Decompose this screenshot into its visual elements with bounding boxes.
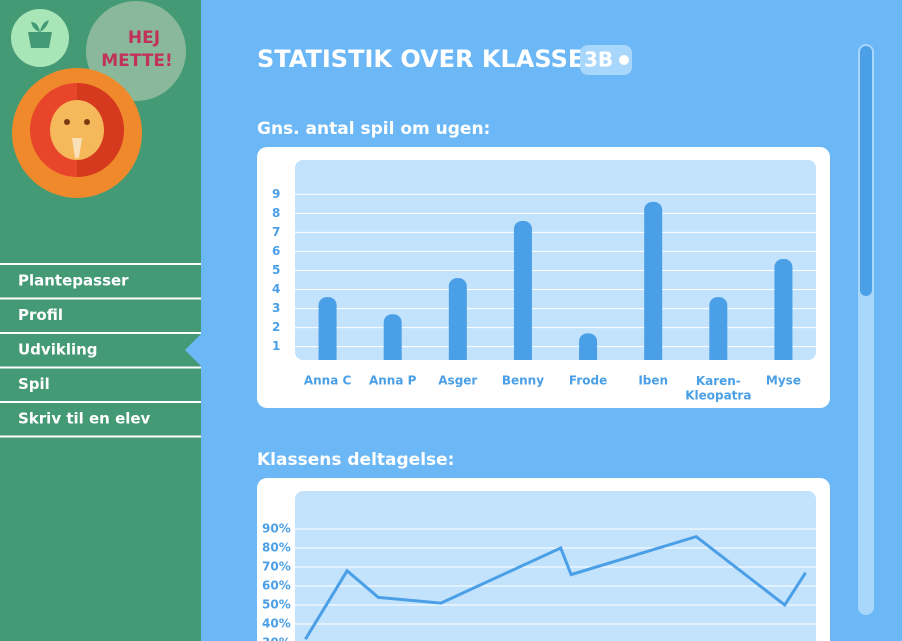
page-title: STATISTIK OVER KLASSE: <box>257 45 594 73</box>
avatar-face <box>50 100 104 160</box>
y-tick-label: 80% <box>262 541 291 555</box>
bar <box>383 314 402 360</box>
chart-title: Klassens deltagelse: <box>257 450 454 470</box>
scrollbar-thumb[interactable] <box>860 46 872 296</box>
nav-item[interactable]: Profil <box>18 306 63 324</box>
plot-area <box>295 160 816 360</box>
badge-dot <box>619 55 629 65</box>
y-tick-label: 70% <box>262 560 291 574</box>
avatar-eye <box>84 119 90 125</box>
logo-pot <box>28 32 52 48</box>
x-tick-label: Frode <box>569 374 607 388</box>
x-tick-label: Anna P <box>369 374 417 388</box>
nav-item[interactable]: Skriv til en elev <box>18 410 151 428</box>
logo-leaf <box>31 20 49 32</box>
class-name: 3B <box>584 48 613 72</box>
nav-item[interactable]: Spil <box>18 375 50 393</box>
line <box>304 534 807 640</box>
bar-base <box>644 352 663 360</box>
x-tick-label: Benny <box>502 374 544 388</box>
bar-base <box>318 352 337 360</box>
y-tick-label: 1 <box>272 339 280 353</box>
y-tick-label: 3 <box>272 301 280 315</box>
x-tick-label: Anna C <box>304 374 352 388</box>
bar <box>774 259 793 360</box>
greeting: METTE! <box>101 51 172 71</box>
nav-item[interactable]: Plantepasser <box>18 272 129 290</box>
bar <box>513 220 532 360</box>
active-indicator <box>185 334 201 366</box>
y-tick-label: 60% <box>262 579 291 593</box>
greeting-bubble <box>86 1 186 101</box>
bar <box>318 297 337 360</box>
bar-base <box>579 352 598 360</box>
y-tick-label: 8 <box>272 206 280 220</box>
y-tick-label: 90% <box>262 522 291 536</box>
nav: Plantepasser Profil Udvikling Spil Skriv til… <box>0 263 201 438</box>
y-tick-label: 2 <box>272 320 280 334</box>
avatar-eye <box>64 119 70 125</box>
y-tick-label: 5 <box>272 263 280 277</box>
y-tick-label: 4 <box>272 282 280 296</box>
bar-base <box>513 352 532 360</box>
bar-base <box>774 352 793 360</box>
y-tick-label: 9 <box>272 187 280 201</box>
x-tick-label: Asger <box>438 374 477 388</box>
class-badge[interactable] <box>580 45 632 75</box>
avatar-nose <box>72 138 82 158</box>
y-tick-label: 40% <box>262 617 291 631</box>
greeting: HEJ <box>128 28 160 48</box>
x-tick-label: Iben <box>638 374 668 388</box>
y-tick-label: 30% <box>262 636 291 641</box>
bar-base <box>709 352 728 360</box>
bar <box>709 297 728 360</box>
chart-title: Gns. antal spil om ugen: <box>257 119 490 139</box>
x-tick-label: Karen-Kleopatra <box>685 374 751 402</box>
plot-area <box>295 491 816 641</box>
x-tick-label: Myse <box>766 374 801 388</box>
nav-item[interactable]: Udvikling <box>18 341 98 359</box>
y-tick-label: 50% <box>262 598 291 612</box>
y-tick-label: 6 <box>272 244 280 258</box>
bar-base <box>448 352 467 360</box>
y-tick-label: 7 <box>272 225 280 239</box>
bar <box>644 201 663 360</box>
bar <box>448 278 467 360</box>
bar-base <box>383 352 402 360</box>
